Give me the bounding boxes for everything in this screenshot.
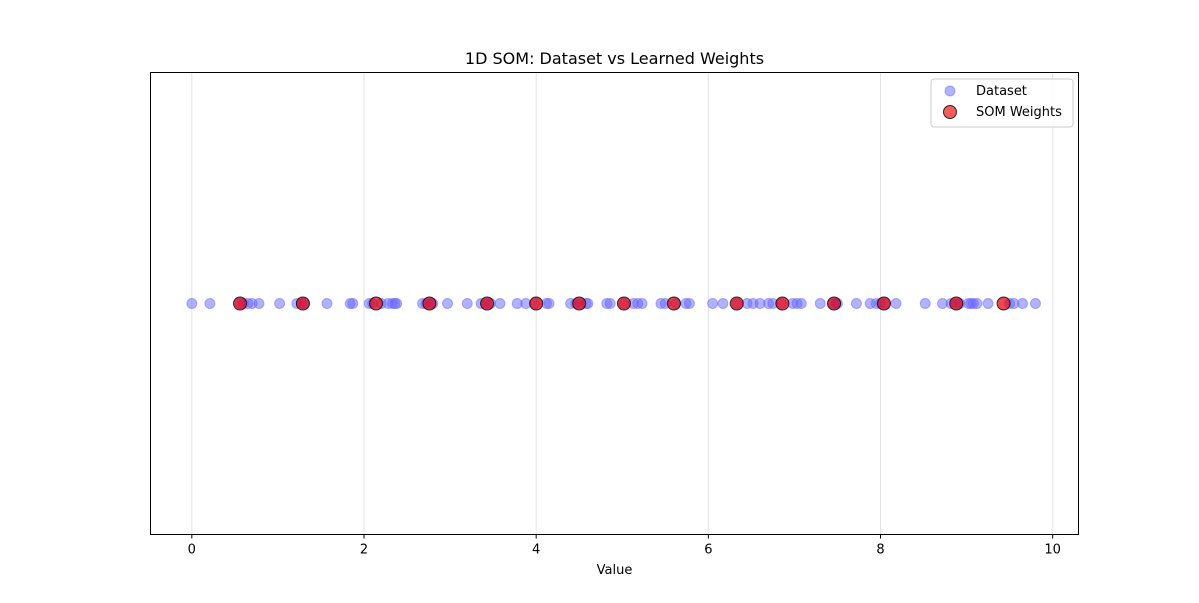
dataset-point [461, 298, 473, 309]
x-tick-label: 2 [360, 543, 368, 558]
dataset-point [321, 298, 333, 309]
dataset-point [850, 298, 862, 309]
dataset-point [543, 298, 555, 309]
dataset-point [919, 298, 931, 309]
som-weight-point [949, 296, 964, 311]
dataset-point [890, 298, 902, 309]
legend-som-marker [943, 105, 957, 119]
dataset-point [347, 298, 359, 309]
som-weight-point [422, 296, 437, 311]
legend-box [930, 78, 1074, 128]
som-weight-point [876, 296, 891, 311]
dataset-point [971, 298, 983, 309]
som-weight-point [996, 296, 1011, 311]
x-tick-label: 10 [1044, 543, 1061, 558]
dataset-point [391, 298, 403, 309]
dataset-point [795, 298, 807, 309]
x-tick-label: 8 [876, 543, 884, 558]
som-weight-point [572, 296, 587, 311]
x-tick-label: 6 [704, 543, 712, 558]
legend-som-label: SOM Weights [976, 105, 1062, 120]
dataset-point [604, 298, 616, 309]
dataset-point [204, 298, 216, 309]
som-weight-point [295, 296, 310, 311]
dataset-point [1017, 298, 1029, 309]
legend: Dataset SOM Weights [930, 78, 1074, 128]
chart-title: 1D SOM: Dataset vs Learned Weights [465, 49, 764, 68]
som-weight-point [775, 296, 790, 311]
dataset-point [707, 298, 719, 309]
dataset-point [186, 298, 198, 309]
plot-frame [150, 72, 1079, 535]
som-weight-point [369, 296, 384, 311]
x-axis-ticks: 0 2 4 6 8 10 [188, 534, 1061, 558]
dataset-point [982, 298, 994, 309]
som-weight-point [480, 296, 495, 311]
dataset-point [1029, 298, 1041, 309]
dataset-point [441, 298, 453, 309]
x-tick-label: 4 [532, 543, 540, 558]
x-axis-label: Value [597, 563, 633, 578]
som-weight-point [529, 296, 544, 311]
dataset-point [253, 298, 265, 309]
som-weight-point [827, 296, 842, 311]
legend-dataset-marker [944, 85, 956, 97]
dataset-point [683, 298, 695, 309]
dataset-point [814, 298, 826, 309]
dataset-point [717, 298, 729, 309]
som-weight-point [729, 296, 744, 311]
legend-dataset-label: Dataset [976, 84, 1027, 99]
som-weight-points [233, 296, 1011, 311]
dataset-point [494, 298, 506, 309]
som-weight-point [616, 296, 631, 311]
x-tick-label: 0 [188, 543, 196, 558]
dataset-point [636, 298, 648, 309]
dataset-point [274, 298, 286, 309]
som-weight-point [666, 296, 681, 311]
som-weight-point [233, 296, 248, 311]
